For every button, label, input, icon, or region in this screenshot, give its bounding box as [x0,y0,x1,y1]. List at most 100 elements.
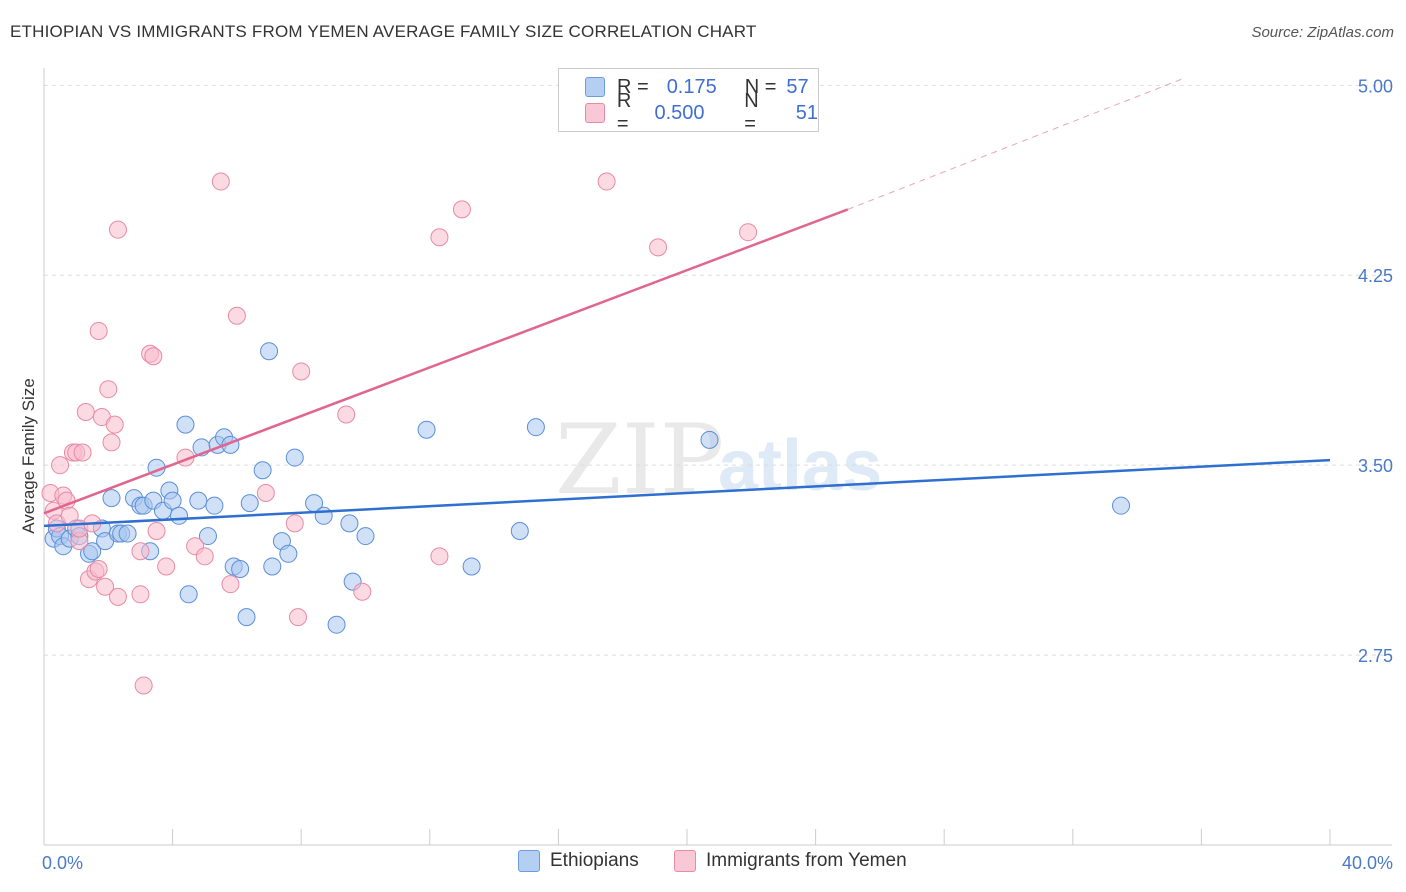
yemen-point [227,306,246,325]
yemen-point [76,402,95,421]
axes [43,68,1392,846]
ethiopians-point [198,527,217,546]
legend-item-yemen: Immigrants from Yemen [674,850,907,872]
yemen-point [353,582,372,601]
ethiopians-point [240,494,259,513]
ethiopians-point [179,585,198,604]
yemen-point [430,228,449,247]
ethiopians-point [176,415,195,434]
correlation-legend: R = 0.175 N = 57 R = 0.500 N = 51 [558,68,819,135]
yemen-point [452,200,471,219]
yemen-point [157,557,176,576]
y-tick-label: 5.00 [1358,76,1393,96]
ethiopians-point [263,557,282,576]
ethiopians-point [327,615,346,634]
ethiopians-point [700,430,719,449]
ethiopians-point [83,542,102,561]
x-tick-label-min: 0.0% [42,853,83,873]
yemen-trend-extension [847,77,1186,210]
series-yemen-points [41,172,758,695]
ethiopians-point [170,506,189,525]
legend-n-value: 57 [786,75,809,98]
y-tick-label: 3.50 [1358,456,1393,476]
yemen-point [147,522,166,540]
legend-row-yemen: R = 0.500 N = 51 [585,90,818,135]
ethiopians-point [1112,496,1131,515]
ethiopians-point [510,522,529,540]
legend-swatch-pink [585,103,605,123]
legend-r-value: 0.175 [666,75,717,98]
legend-r-value: 0.500 [654,101,705,124]
ethiopians-swatch [518,850,540,872]
y-axis-label: Average Family Size [19,378,38,534]
yemen-point [89,559,108,578]
yemen-point [256,484,275,503]
legend-n-label: N = [744,75,777,98]
legend-row-ethiopians: R = 0.175 N = 57 [585,74,809,100]
ethiopians-point [118,524,137,543]
y-tick-label: 4.25 [1358,266,1393,286]
ethiopians-point [526,418,545,437]
ethiopians-point [260,342,279,361]
ethiopians-point [340,514,359,533]
source-label: Source: ZipAtlas.com [1251,24,1394,41]
yemen-point [211,172,230,191]
yemen-point [134,676,153,695]
yemen-point [89,321,108,340]
yemen-point [131,585,150,604]
ethiopians-point [253,461,272,480]
yemen-point [195,547,214,566]
legend-n-value: 51 [795,101,818,124]
yemen-point [221,575,240,594]
trend-lines [43,77,1331,528]
yemen-point [739,223,758,242]
yemen-point [292,362,311,381]
legend-r-label: R = [617,75,649,98]
yemen-point [102,433,121,452]
yemen-point [649,238,668,257]
yemen-point [288,608,307,627]
ethiopians-point [279,544,298,563]
yemen-point [108,587,127,606]
ethiopians-point [231,559,250,578]
ethiopians-point [417,420,436,439]
y-tick-label: 2.75 [1358,646,1393,666]
yemen-point [131,542,150,561]
ethiopians-trend-line [43,458,1331,528]
chart-title: ETHIOPIAN VS IMMIGRANTS FROM YEMEN AVERA… [10,22,757,41]
yemen-swatch [674,850,696,872]
yemen-point [108,220,127,239]
y-tick-labels: 2.75 3.50 4.25 5.00 [1358,76,1393,666]
ethiopians-point [285,448,304,467]
yemen-label: Immigrants from Yemen [706,850,907,871]
yemen-point [337,405,356,424]
legend-swatch-blue [585,77,605,97]
legend-n-label: N = [744,90,759,135]
ethiopians-point [205,496,224,515]
legend-r-label: R = [616,90,632,135]
watermark: ZIP atlas [555,404,882,516]
ethiopians-point [102,489,121,508]
yemen-point [96,577,115,596]
yemen-point [99,380,118,399]
ethiopians-label: Ethiopians [550,850,639,871]
ethiopians-point [462,557,481,576]
legend-item-ethiopians: Ethiopians [518,850,639,872]
yemen-point [73,443,92,462]
ethiopians-point [189,491,208,510]
x-tick-labels: 0.0% 40.0% [42,853,1393,873]
ethiopians-point [163,491,182,510]
x-tick-label-max: 40.0% [1342,853,1393,873]
ethiopians-point [356,527,375,546]
ethiopians-point [237,608,256,627]
yemen-trend-line [43,208,849,515]
watermark-atlas: atlas [718,426,882,506]
yemen-point [144,347,163,366]
yemen-point [51,456,70,475]
series-ethiopians-points [44,342,1131,634]
yemen-point [285,514,304,533]
yemen-point [430,547,449,566]
yemen-point [597,172,616,191]
ethiopians-point [314,506,333,525]
